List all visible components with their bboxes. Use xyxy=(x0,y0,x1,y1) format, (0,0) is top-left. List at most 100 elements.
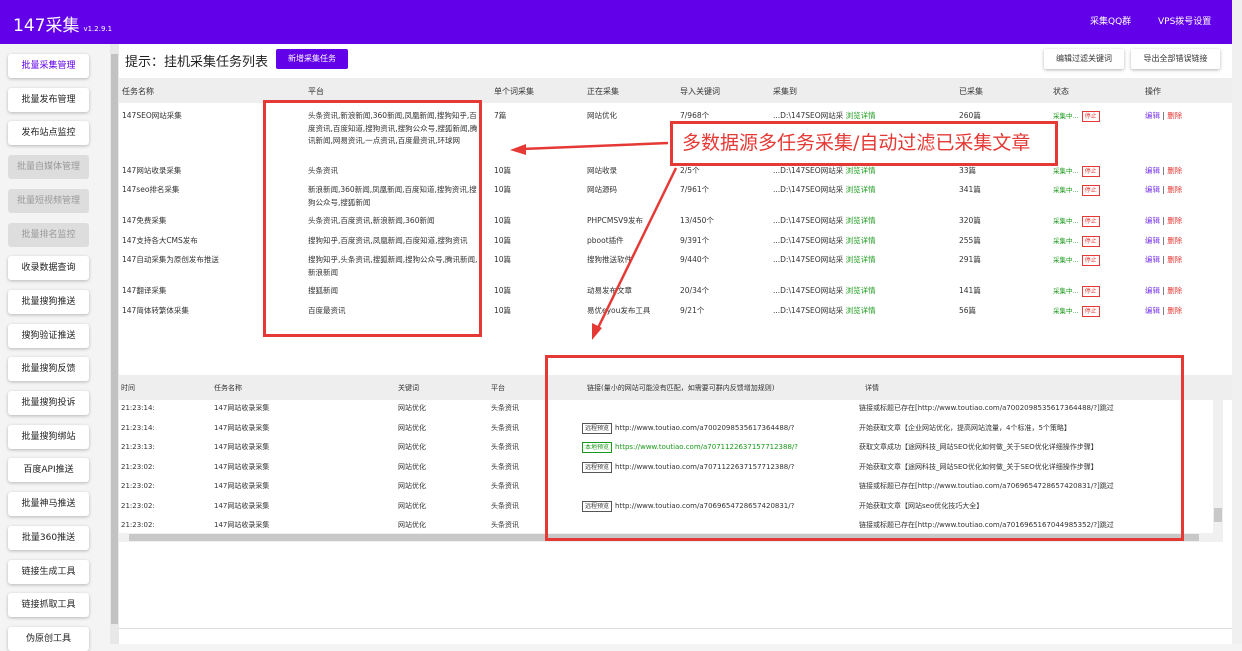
platforms: 头条资讯,新浪新闻,360新闻,凤凰新闻,搜狗知乎,百度资讯,百度知道,搜狗资讯… xyxy=(308,111,478,145)
sidebar-item[interactable]: 批量搜狗投诉 xyxy=(8,391,89,415)
edit-link[interactable]: 编辑 xyxy=(1145,166,1160,175)
stop-button[interactable]: 停止 xyxy=(1081,111,1100,122)
sidebar-item[interactable]: 发布站点监控 xyxy=(8,121,89,146)
browse-details-link[interactable]: 浏览详情 xyxy=(845,166,876,175)
sidebar-scrollbar[interactable] xyxy=(110,44,119,644)
delete-link[interactable]: 删除 xyxy=(1167,236,1183,245)
destination-path: ...D:\147SEO网站采 xyxy=(773,216,844,225)
browse-details-link[interactable]: 浏览详情 xyxy=(845,255,876,264)
log-task: 147网站收录采集 xyxy=(214,443,270,451)
sidebar-item: 批量排名监控 xyxy=(8,222,89,247)
link-url[interactable]: http://www.toutiao.com/a7069654728657420… xyxy=(615,501,795,510)
browse-details-link[interactable]: 浏览详情 xyxy=(845,236,876,245)
status-text: 采集中... xyxy=(1053,186,1079,194)
sidebar-item: 批量自媒体管理 xyxy=(8,155,89,180)
stop-button[interactable]: 停止 xyxy=(1081,216,1100,227)
column-header: 采集到 xyxy=(773,87,797,96)
browse-details-link[interactable]: 浏览详情 xyxy=(845,185,876,194)
edit-link[interactable]: 编辑 xyxy=(1145,236,1160,245)
task-name: 147SEO网站采集 xyxy=(122,111,182,120)
per-word: 7篇 xyxy=(494,111,507,120)
destination: ...D:\147SEO网站采 浏览详情 xyxy=(773,254,876,267)
status: 采集中... 停止 xyxy=(1053,184,1100,197)
log-keyword: 网站优化 xyxy=(398,501,426,510)
log-column-header: 关键词 xyxy=(398,384,419,392)
log-horizontal-scrollbar[interactable] xyxy=(119,533,1223,542)
edit-link[interactable]: 编辑 xyxy=(1145,216,1160,225)
edit-link[interactable]: 编辑 xyxy=(1145,185,1160,194)
sidebar-item[interactable]: 批量发布管理 xyxy=(8,87,89,112)
delete-link[interactable]: 删除 xyxy=(1167,286,1183,295)
stop-button[interactable]: 停止 xyxy=(1081,236,1100,247)
sidebar-item[interactable]: 收录数据查询 xyxy=(8,256,89,281)
page-scrollbar[interactable] xyxy=(1232,0,1242,644)
stop-button[interactable]: 停止 xyxy=(1081,286,1100,297)
edit-filter-keywords-button[interactable]: 编辑过滤关键词 xyxy=(1044,49,1124,69)
task-name: 147简体转繁体采集 xyxy=(122,306,189,315)
delete-link[interactable]: 删除 xyxy=(1167,166,1183,175)
link-url[interactable]: https://www.toutiao.com/a707112263715771… xyxy=(615,443,798,451)
status: 采集中... 停止 xyxy=(1053,254,1100,267)
keywords-progress: 7/961个 xyxy=(680,185,710,194)
delete-link[interactable]: 删除 xyxy=(1167,306,1183,315)
log-task: 147网站收录采集 xyxy=(214,501,270,510)
divider xyxy=(119,628,1232,629)
preview-button[interactable]: 远程预览 xyxy=(582,500,613,512)
delete-link[interactable]: 删除 xyxy=(1167,255,1183,264)
sidebar-item[interactable]: 链接抓取工具 xyxy=(8,593,89,618)
actions: 编辑 | 删除 xyxy=(1145,166,1183,175)
column-header: 单个词采集 xyxy=(494,87,534,96)
stop-button[interactable]: 停止 xyxy=(1081,306,1100,317)
status-text: 采集中... xyxy=(1053,217,1079,225)
edit-link[interactable]: 编辑 xyxy=(1145,111,1160,120)
edit-link[interactable]: 编辑 xyxy=(1145,255,1160,264)
qq-group-button[interactable]: 采集QQ群 xyxy=(1090,17,1132,27)
sidebar-item[interactable]: 批量搜狗反馈 xyxy=(8,357,89,382)
sidebar-item[interactable]: 批量搜狗推送 xyxy=(8,289,89,314)
browse-details-link[interactable]: 浏览详情 xyxy=(845,111,876,120)
preview-button[interactable]: 本地预览 xyxy=(582,442,613,453)
log-keyword: 网站优化 xyxy=(398,462,426,471)
link-url[interactable]: http://www.toutiao.com/a7002098535617364… xyxy=(615,423,795,432)
task-name: 147seo排名采集 xyxy=(122,185,180,194)
log-platform: 头条资讯 xyxy=(491,521,519,529)
sidebar-item[interactable]: 批量360推送 xyxy=(8,525,89,550)
sidebar-item[interactable]: 百度API推送 xyxy=(8,458,89,483)
browse-details-link[interactable]: 浏览详情 xyxy=(845,306,876,315)
sidebar-item[interactable]: 批量采集管理 xyxy=(8,54,89,78)
delete-link[interactable]: 删除 xyxy=(1167,185,1183,194)
column-header: 操作 xyxy=(1145,87,1161,96)
actions: 编辑 | 删除 xyxy=(1145,255,1183,264)
sidebar-item[interactable]: 批量搜狗绑站 xyxy=(8,424,89,449)
export-error-links-button[interactable]: 导出全部错误链接 xyxy=(1131,49,1220,69)
browse-details-link[interactable]: 浏览详情 xyxy=(845,216,876,225)
stop-button[interactable]: 停止 xyxy=(1081,185,1100,196)
actions: 编辑 | 删除 xyxy=(1145,185,1183,194)
edit-link[interactable]: 编辑 xyxy=(1145,306,1160,315)
destination-path: ...D:\147SEO网站采 xyxy=(773,185,844,194)
new-task-button[interactable]: 新增采集任务 xyxy=(276,49,348,69)
column-header: 状态 xyxy=(1053,87,1069,96)
sidebar: 批量采集管理 批量发布管理 发布站点监控 批量自媒体管理 批量短视频管理 批量排名监控 收录… xyxy=(0,44,110,651)
stop-button[interactable]: 停止 xyxy=(1081,166,1100,177)
link-url[interactable]: http://www.toutiao.com/a7071122637157712… xyxy=(615,462,795,471)
current-keyword: 网站优化 xyxy=(587,111,617,120)
status-text: 采集中... xyxy=(1053,307,1079,315)
preview-button[interactable]: 远程预览 xyxy=(582,422,613,434)
delete-link[interactable]: 删除 xyxy=(1167,111,1183,120)
per-word: 10篇 xyxy=(494,286,512,295)
preview-button[interactable]: 远程预览 xyxy=(582,461,613,473)
edit-link[interactable]: 编辑 xyxy=(1145,286,1160,295)
log-vertical-scrollbar[interactable] xyxy=(1213,400,1223,534)
sidebar-item[interactable]: 批量神马推送 xyxy=(8,492,89,517)
sidebar-item[interactable]: 链接生成工具 xyxy=(8,559,89,584)
column-header: 导入关键词 xyxy=(680,87,720,96)
stop-button[interactable]: 停止 xyxy=(1081,255,1100,266)
delete-link[interactable]: 删除 xyxy=(1167,216,1183,225)
app-header: 147采集 v1.2.9.1 采集QQ群 VPS拨号设置 xyxy=(0,0,1232,44)
vps-settings-button[interactable]: VPS拨号设置 xyxy=(1158,17,1212,27)
sidebar-item[interactable]: 搜狗验证推送 xyxy=(8,323,89,348)
log-task: 147网站收录采集 xyxy=(214,404,270,412)
browse-details-link[interactable]: 浏览详情 xyxy=(845,286,876,295)
